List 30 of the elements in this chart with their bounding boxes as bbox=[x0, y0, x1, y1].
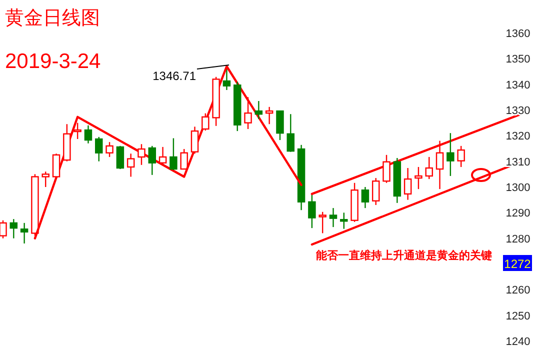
candlestick bbox=[361, 186, 370, 209]
y-tick-label: 1340 bbox=[506, 79, 530, 92]
candlestick bbox=[393, 157, 402, 204]
candlestick bbox=[126, 153, 135, 178]
y-tick-label: 1360 bbox=[506, 28, 530, 40]
text: 2019-3-24 bbox=[5, 50, 102, 73]
candlestick bbox=[254, 100, 263, 120]
y-tick-label: 1330 bbox=[506, 105, 530, 117]
annotation: 能否一直维持上升通道是黄金的关键 bbox=[316, 249, 492, 262]
y-tick-label: 1290 bbox=[506, 208, 530, 220]
annotation: 1346.71 bbox=[152, 69, 196, 83]
y-tick-label: 1350 bbox=[506, 54, 530, 66]
y-tick-label: 1250 bbox=[506, 310, 530, 322]
annotation: 1272 bbox=[504, 257, 532, 271]
y-tick-label: 1260 bbox=[506, 284, 530, 297]
candlestick bbox=[446, 132, 454, 177]
y-tick-label: 1240 bbox=[506, 336, 530, 348]
y-tick-label: 1320 bbox=[506, 130, 530, 143]
candlestick bbox=[265, 106, 274, 125]
y-tick-label: 1300 bbox=[506, 182, 530, 194]
candlestick bbox=[404, 167, 412, 200]
candlestick bbox=[10, 218, 18, 239]
candlestick bbox=[297, 144, 306, 211]
candlestick bbox=[84, 124, 92, 144]
candlestick bbox=[222, 66, 231, 91]
candlestick bbox=[20, 222, 28, 244]
candlestick bbox=[436, 140, 444, 190]
candlestick bbox=[329, 207, 338, 228]
chart-title: 黄金日线图 bbox=[5, 8, 100, 29]
y-tick-label: 1280 bbox=[506, 233, 530, 246]
